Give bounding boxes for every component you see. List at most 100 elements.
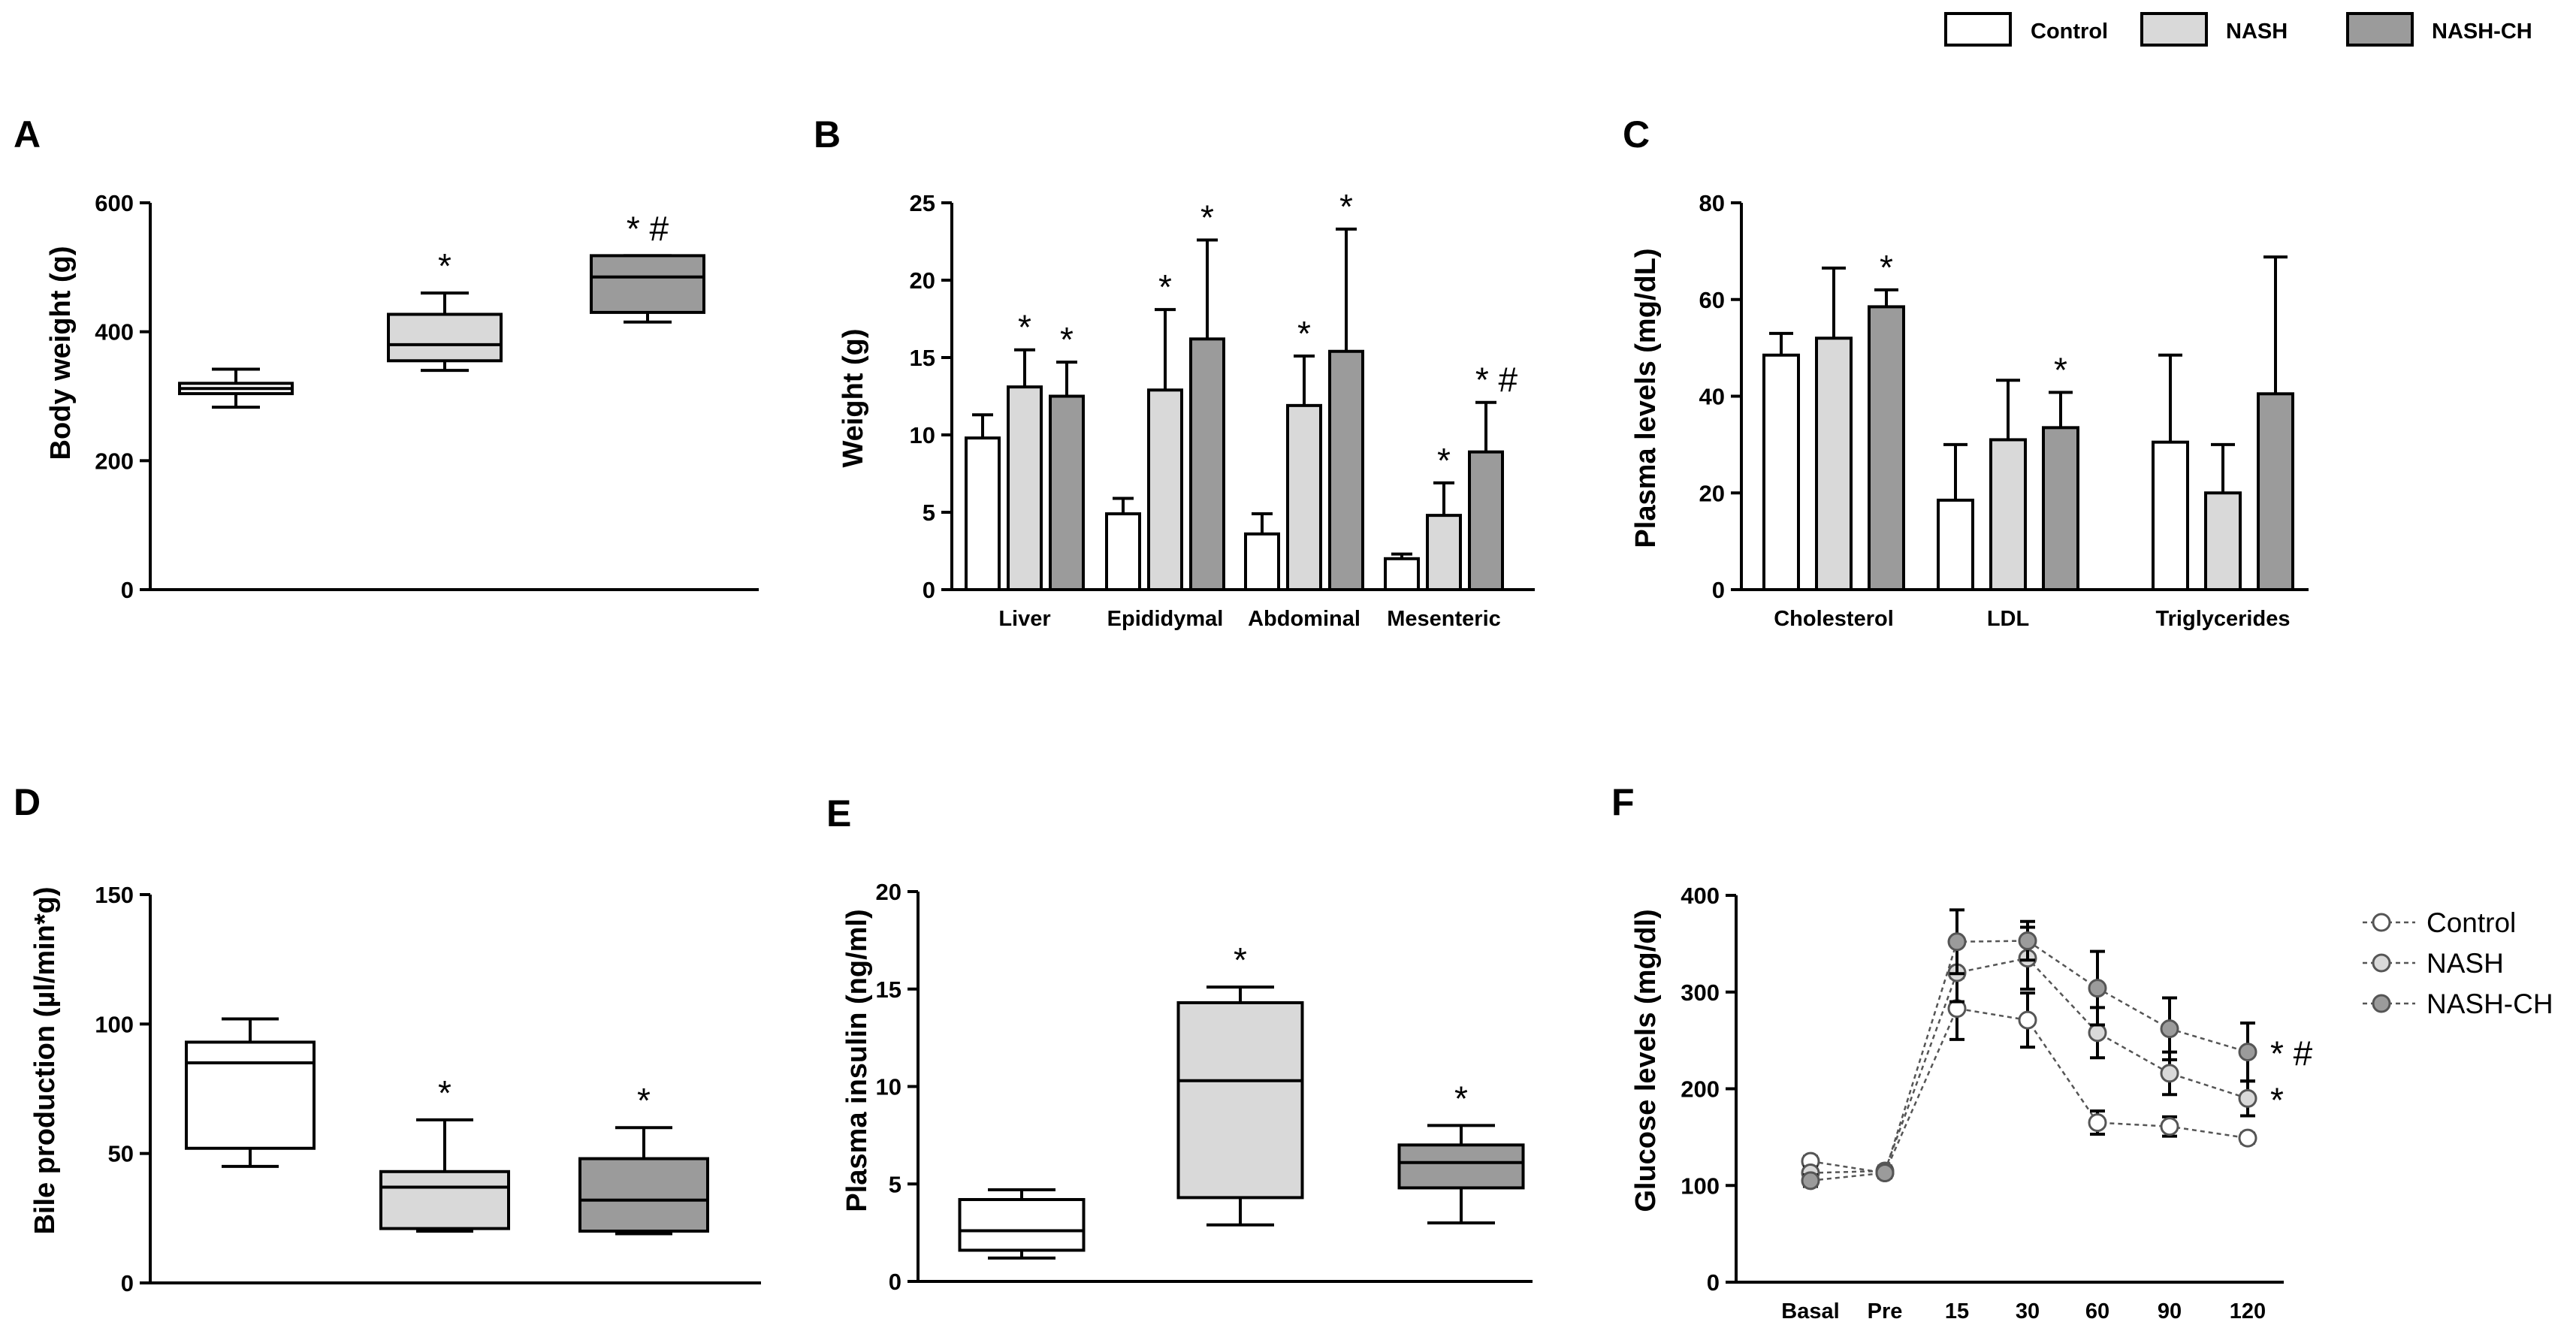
y-tick-label: 20 [876,879,901,905]
significance-nash-abdominal: * [1297,314,1311,353]
data-point-control [2018,1010,2037,1030]
y-tick-label: 400 [1681,883,1720,909]
y-tick-label: 10 [876,1074,901,1100]
y-axis-label: Glucose levels (mg/dl) [1630,909,1662,1212]
x-tick-label: Pre [1868,1299,1903,1323]
data-point-nash-ch [1801,1171,1820,1191]
legend-f-label-nash-ch: NASH-CH [2427,988,2553,1019]
y-tick-label: 0 [121,577,134,603]
y-tick-label: 20 [910,267,935,294]
box-nash [1176,1001,1304,1200]
box-nash [379,1170,510,1230]
y-tick-label: 5 [889,1171,901,1197]
data-point-nash-ch [1947,932,1967,952]
bar-control-cholesterol [1762,353,1800,591]
x-tick-label: Basal [1781,1299,1839,1323]
y-tick-label: 600 [95,190,134,216]
significance-nash: * [438,1073,451,1112]
y-tick-label: 100 [95,1011,134,1037]
significance-nash-ch: * # [2270,1034,2313,1073]
y-axis-label: Body weight (g) [45,246,77,460]
bar-control-triglycerides [2152,440,2189,591]
y-tick-label: 5 [923,499,935,526]
significance-nash-ch: * [637,1081,651,1120]
data-point-nash-ch [2238,1043,2257,1062]
y-tick-label: 10 [910,422,935,448]
legend-swatch-nash-ch [2346,12,2414,47]
legend-label-nash-ch: NASH-CH [2432,20,2532,44]
y-tick-label: 0 [923,577,935,603]
significance-nash-ch-mesenteric: * # [1475,361,1518,400]
data-point-control [2160,1117,2179,1136]
data-point-nash-ch [2160,1019,2179,1039]
bar-nash-ch-liver [1049,394,1085,591]
bar-nash-mesenteric [1426,514,1462,591]
data-point-nash [2160,1064,2179,1083]
x-tick-label: 30 [2016,1299,2040,1323]
bar-nash-ldl [1989,438,2027,591]
box-control [185,1040,316,1150]
box-nash-ch [590,254,705,314]
panel-f-glucose-levels: F Glucose levels (mg/dl) Control NASH NA… [1611,781,2553,1323]
x-category-label: Triglycerides [2156,607,2291,631]
box-nash-ch [578,1157,709,1233]
y-tick-label: 20 [1699,480,1725,506]
y-tick-label: 150 [95,882,134,908]
y-tick-label: 400 [95,319,134,346]
bar-nash-triglycerides [2204,491,2242,591]
data-point-nash-ch [2088,979,2107,998]
significance-nash: * [438,246,451,285]
y-axis-label: Bile production (µl/min*g) [29,886,61,1234]
significance-nash-ch-abdominal: * [1339,187,1353,226]
bar-nash-ch-epididymal [1189,337,1225,591]
bar-control-epididymal [1105,512,1141,591]
x-tick-label: 120 [2230,1299,2266,1323]
significance-nash: * [2270,1080,2284,1119]
significance-nash: * [1234,940,1247,979]
y-tick-label: 300 [1681,979,1720,1006]
y-axis-label: Plasma levels (mg/dL) [1630,248,1662,548]
bar-control-ldl [1937,498,1974,591]
significance-nash-ch-ldl: * [2054,350,2067,389]
panel-label-a: A [14,113,41,155]
significance-nash-mesenteric: * [1437,441,1451,480]
legend-f-marker-nash-ch [2372,994,2391,1013]
legend-f-label-nash: NASH [2427,948,2504,979]
y-tick-label: 40 [1699,384,1725,410]
data-point-nash-ch [1875,1163,1895,1183]
x-category-label: Abdominal [1248,607,1360,631]
panel-label-f: F [1611,781,1635,823]
panel-a-body-weight: A Body weight (g) 0 200 400 600 * * # [14,113,759,603]
legend: Control NASH NASH-CH [1944,12,2532,47]
legend-f-label-control: Control [2427,907,2516,938]
bar-nash-ch-abdominal [1328,349,1364,591]
y-tick-label: 0 [1712,577,1725,603]
x-tick-label: 60 [2085,1299,2109,1323]
bar-nash-ch-triglycerides [2257,392,2294,591]
legend-f-marker-control [2372,913,2391,932]
bar-control-mesenteric [1384,557,1420,591]
bar-nash-cholesterol [1815,337,1853,591]
bar-nash-ch-ldl [2042,426,2079,591]
bar-nash-abdominal [1286,403,1322,591]
data-point-nash-ch [2018,931,2037,951]
panel-label-e: E [826,792,851,835]
panel-e-plasma-insulin: E Plasma insulin (ng/ml) 0 5 10 15 20 * * [826,792,1533,1295]
y-tick-label: 25 [910,190,935,216]
panel-b-tissue-weight: B Weight (g) 0 5 10 15 20 25 Liver * * Epididymal… [814,113,1535,631]
significance-nash-ch-epididymal: * [1200,198,1214,237]
data-point-control [2238,1128,2257,1148]
significance-nash-ch: * [1454,1079,1468,1118]
data-point-nash [2088,1023,2107,1043]
significance-nash-epididymal: * [1158,267,1172,306]
bar-nash-ch-mesenteric [1468,450,1504,591]
significance-nash-ch: * # [627,209,669,248]
y-tick-label: 50 [108,1141,134,1167]
bar-control-abdominal [1244,532,1280,592]
bar-control-liver [965,436,1001,591]
panel-label-b: B [814,113,841,155]
data-point-control [2088,1113,2107,1133]
y-tick-label: 0 [121,1270,134,1296]
x-category-label: Cholesterol [1774,607,1894,631]
